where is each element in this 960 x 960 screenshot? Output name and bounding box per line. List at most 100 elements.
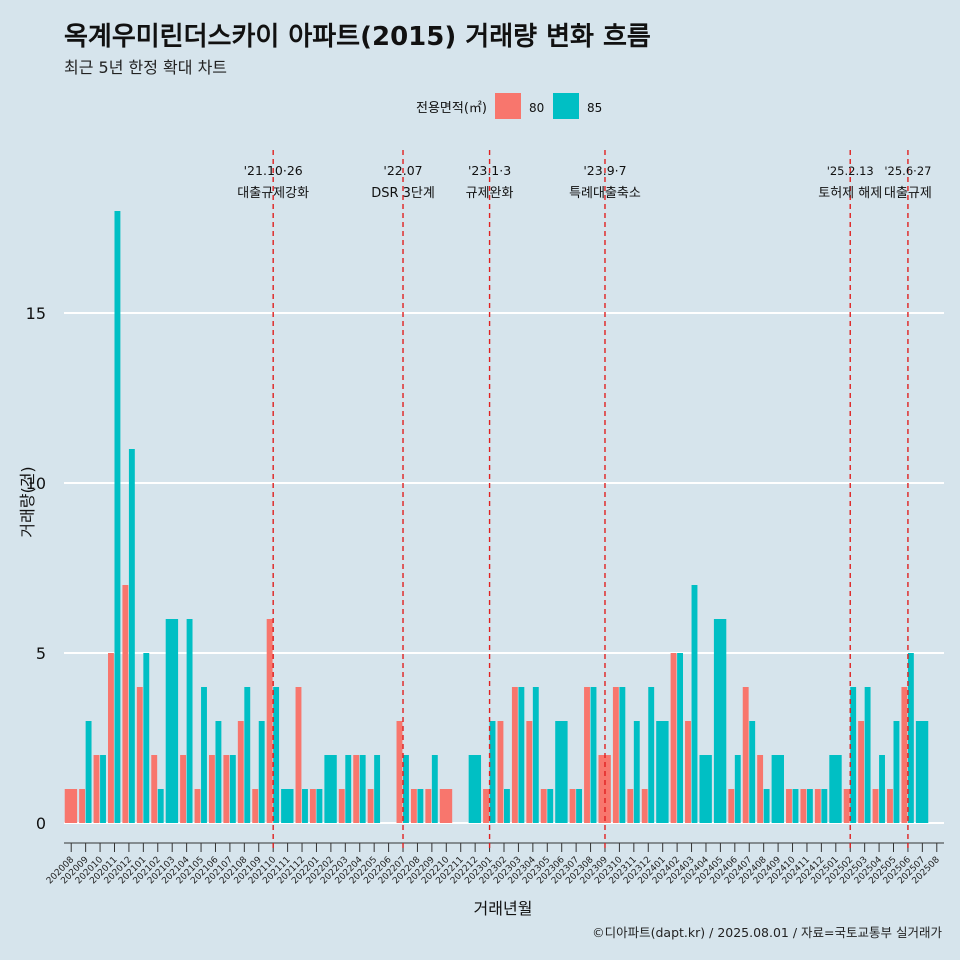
bar-85-202310 (619, 687, 626, 823)
bar-85-202205 (374, 755, 381, 823)
bar-85-202405 (713, 619, 727, 823)
bar-85-202212 (468, 755, 482, 823)
bar-85-202308 (590, 687, 597, 823)
bar-80-202505 (887, 789, 893, 823)
bar-85-202409 (771, 755, 784, 823)
bar-85-202404 (699, 755, 712, 823)
bar-85-202506 (907, 653, 914, 823)
bar-85-202402 (677, 653, 684, 823)
legend-label-85: 85 (587, 101, 602, 115)
event-label: DSR 3단계 (371, 186, 435, 201)
bar-80-202207 (396, 721, 403, 823)
bar-80-202112 (295, 687, 302, 823)
bar-80-202108 (237, 721, 244, 823)
bar-80-202012 (122, 585, 129, 823)
bar-85-202501 (829, 755, 842, 823)
bar-85-202009 (85, 721, 92, 823)
bar-85-202105 (201, 687, 207, 823)
bar-80-202403 (685, 721, 691, 823)
bar-85-202505 (893, 721, 900, 823)
bar-85-202112 (302, 789, 308, 823)
bar-85-202304 (532, 687, 539, 823)
bar-85-202101 (143, 653, 150, 823)
bar-80-202301 (483, 789, 489, 823)
bar-85-202305 (547, 789, 554, 823)
event-date: '23.1·3 (468, 163, 511, 178)
event-date: '22.07 (383, 163, 422, 178)
bar-80-202204 (353, 755, 360, 823)
bar-85-202102 (157, 789, 164, 823)
legend-label-80: 80 (529, 101, 544, 115)
bar-85-202403 (691, 585, 698, 823)
bar-85-202307 (576, 789, 583, 823)
y-tick-label: 0 (36, 814, 46, 833)
event-date: '25.6·27 (884, 164, 931, 178)
event-label: 대출규제 (884, 186, 932, 201)
bar-80-202009 (79, 789, 86, 823)
legend-title: 전용면적(㎡) (416, 101, 487, 116)
bar-80-202008 (64, 789, 78, 823)
bar-85-202407 (749, 721, 756, 823)
bar-80-202011 (108, 653, 114, 823)
bar-85-202502 (850, 687, 857, 823)
bar-80-202210 (439, 789, 453, 823)
y-tick-label: 10 (26, 474, 46, 493)
bar-80-202302 (497, 721, 504, 823)
bar-85-202108 (244, 687, 251, 823)
bar-85-202507 (915, 721, 929, 823)
bar-80-202411 (800, 789, 807, 823)
bar-85-202503 (864, 687, 871, 823)
bar-80-202109 (252, 789, 259, 823)
event-date: '21.10·26 (244, 163, 303, 178)
bar-85-202301 (489, 721, 496, 823)
bar-85-202504 (879, 755, 885, 823)
bar-80-202502 (843, 789, 850, 823)
bar-80-202203 (338, 789, 345, 823)
bar-80-202412 (814, 789, 821, 823)
bar-85-202012 (128, 449, 135, 823)
bar-80-202506 (901, 687, 908, 823)
event-label: 토허제 해제 (818, 186, 882, 201)
bar-85-202111 (281, 789, 294, 823)
bar-80-202102 (151, 755, 158, 823)
bar-85-202109 (258, 721, 265, 823)
event-date: '23.9·7 (583, 163, 626, 178)
bar-85-202202 (324, 755, 337, 823)
bar-80-202312 (641, 789, 648, 823)
bar-85-202406 (734, 755, 741, 823)
bar-80-202408 (757, 755, 764, 823)
bar-80-202402 (670, 653, 677, 823)
bar-80-202205 (367, 789, 374, 823)
bar-85-202411 (806, 789, 813, 823)
bar-80-202304 (526, 721, 533, 823)
bar-80-202311 (627, 789, 634, 823)
event-label: 대출규제강화 (237, 186, 309, 201)
bar-80-202310 (612, 687, 619, 823)
bar-85-202208 (417, 789, 424, 823)
bar-85-202306 (555, 721, 568, 823)
bar-85-202110 (273, 687, 280, 823)
bar-80-202305 (540, 789, 547, 823)
bar-80-202105 (194, 789, 201, 823)
bar-80-202407 (742, 687, 749, 823)
bar-85-202401 (656, 721, 669, 823)
bar-80-202208 (410, 789, 417, 823)
bar-85-202203 (345, 755, 352, 823)
bar-85-202106 (215, 721, 222, 823)
bar-80-202504 (872, 789, 879, 823)
bar-85-202204 (359, 755, 366, 823)
chart-title: 옥계우미린더스카이 아파트(2015) 거래량 변화 흐름 (64, 22, 651, 52)
bar-85-202103 (165, 619, 179, 823)
bar-85-202104 (186, 619, 193, 823)
bar-80-202201 (309, 789, 316, 823)
chart-subtitle: 최근 5년 한정 확대 차트 (64, 58, 228, 77)
bar-85-202408 (763, 789, 770, 823)
bar-85-202107 (229, 755, 236, 823)
bar-80-202104 (180, 755, 187, 823)
bar-85-202303 (518, 687, 525, 823)
event-label: 규제완화 (466, 186, 514, 201)
bar-80-202303 (511, 687, 518, 823)
bar-80-202110 (266, 619, 273, 823)
bar-80-202410 (786, 789, 792, 823)
source-caption: ©디아파트(dapt.kr) / 2025.08.01 / 자료=국토교통부 실… (592, 925, 942, 940)
